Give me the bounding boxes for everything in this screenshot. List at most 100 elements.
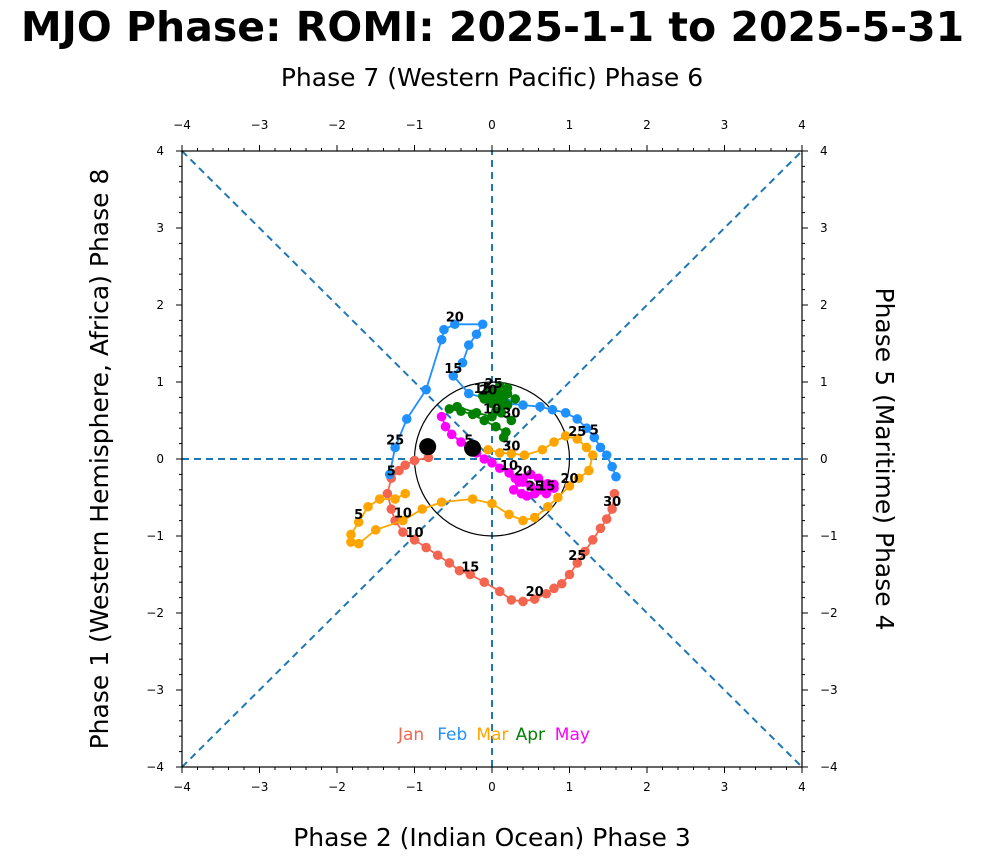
y-tick-label-right: 3 (820, 221, 828, 235)
legend-item-may: May (555, 725, 590, 745)
day-label-jan: 20 (526, 585, 544, 600)
axes-layer: −4 −4 −4 −4 −3 −3 −3 −3 −2 −2 −2 −2 −1 −1 −1 −1 0 0 0 0 1 1 1 1… (146, 118, 837, 794)
day-label-apr: 30 (502, 407, 520, 422)
series-layer (346, 319, 621, 607)
data-point-mar (346, 529, 356, 540)
data-point-apr (501, 427, 511, 437)
data-point-jan (421, 542, 431, 553)
data-point-mar (529, 512, 540, 523)
data-point-mar (549, 437, 559, 447)
data-point-may (504, 468, 514, 478)
data-point-apr (488, 386, 499, 397)
data-point-jan (400, 460, 411, 470)
x-tick-label-bottom: 1 (566, 780, 574, 794)
data-point-feb (401, 414, 412, 424)
data-point-feb (421, 384, 431, 395)
y-tick-label-right: −4 (820, 760, 838, 774)
data-point-jan (549, 583, 559, 594)
x-tick-label-bottom: 0 (488, 780, 496, 794)
y-tick-label-right: 0 (820, 452, 828, 466)
data-point-mar (483, 444, 493, 455)
data-point-apr (452, 401, 462, 412)
day-label-feb: 5 (590, 423, 599, 438)
data-point-may (525, 469, 536, 480)
y-tick-label-right: −1 (820, 529, 838, 543)
y-tick-label-left: 0 (156, 452, 164, 466)
data-point-jan (518, 596, 528, 607)
end-marker (464, 439, 482, 457)
data-point-mar (353, 517, 364, 527)
data-point-may (440, 421, 451, 432)
data-point-mar (587, 450, 598, 460)
data-point-may (525, 481, 536, 491)
data-point-may (494, 463, 505, 474)
data-point-mar (560, 431, 571, 441)
data-point-apr (506, 415, 517, 426)
y-tick-label-left: −4 (146, 760, 164, 774)
data-point-mar (543, 501, 553, 512)
y-tick-label-left: 2 (156, 298, 164, 312)
data-point-mar (417, 504, 428, 514)
data-point-may (446, 429, 457, 440)
data-point-mar (436, 497, 447, 507)
data-point-mar (553, 492, 563, 503)
data-point-mar (564, 481, 575, 491)
data-point-mar (400, 488, 411, 499)
y-tick-label-left: 1 (156, 375, 164, 389)
data-point-may (456, 437, 466, 447)
data-point-jan (587, 535, 598, 545)
data-point-apr (479, 394, 490, 404)
bottom-axis-label: Phase 2 (Indian Ocean) Phase 3 (293, 823, 691, 852)
x-tick-label-top: 1 (566, 118, 574, 132)
data-point-feb (450, 319, 460, 330)
day-label-apr: 25 (485, 377, 503, 392)
data-point-jan (494, 586, 505, 597)
x-tick-label-bottom: 3 (721, 780, 729, 794)
x-tick-label-top: 4 (798, 118, 806, 132)
day-label-mar: 30 (502, 440, 520, 455)
legend-item-apr: Apr (516, 725, 545, 745)
day-label-mar: 25 (568, 425, 586, 440)
data-point-jan (454, 565, 465, 576)
data-point-feb (439, 324, 449, 335)
x-tick-label-top: −4 (173, 118, 191, 132)
day-label-may: 5 (464, 433, 473, 448)
data-point-mar (506, 448, 517, 459)
data-point-jan (432, 550, 443, 561)
data-point-jan (423, 452, 434, 463)
data-point-mar (374, 494, 385, 504)
data-point-mar (363, 501, 373, 512)
data-point-may (508, 485, 519, 495)
data-point-feb (390, 442, 400, 453)
data-point-feb (581, 423, 592, 434)
data-point-jan (607, 504, 617, 514)
data-point-feb (601, 450, 612, 460)
data-point-mar (519, 450, 530, 460)
data-point-apr (491, 406, 501, 417)
day-label-mar: 20 (560, 472, 578, 487)
data-point-may (549, 479, 559, 490)
data-point-jan (444, 558, 455, 568)
data-point-apr (502, 388, 513, 399)
data-point-mar (487, 498, 497, 509)
data-point-mar (390, 494, 400, 504)
data-point-apr (494, 381, 505, 391)
data-point-feb (572, 414, 583, 424)
day-label-apr: 20 (479, 383, 497, 398)
day-label-mar: 5 (354, 508, 363, 523)
start-marker (419, 438, 437, 456)
data-point-jan (609, 488, 620, 499)
day-label-jan: 10 (405, 526, 423, 541)
y-tick-label-left: −2 (146, 606, 164, 620)
y-tick-label-right: 2 (820, 298, 828, 312)
y-tick-label-right: 1 (820, 375, 828, 389)
data-point-feb (463, 388, 474, 399)
data-point-jan (556, 578, 567, 589)
data-point-jan (479, 577, 490, 587)
data-point-feb (595, 442, 606, 453)
data-point-jan (564, 569, 575, 580)
data-point-jan (409, 455, 420, 466)
data-point-mar (537, 444, 548, 455)
data-point-jan (382, 488, 393, 499)
data-point-may (535, 485, 545, 495)
